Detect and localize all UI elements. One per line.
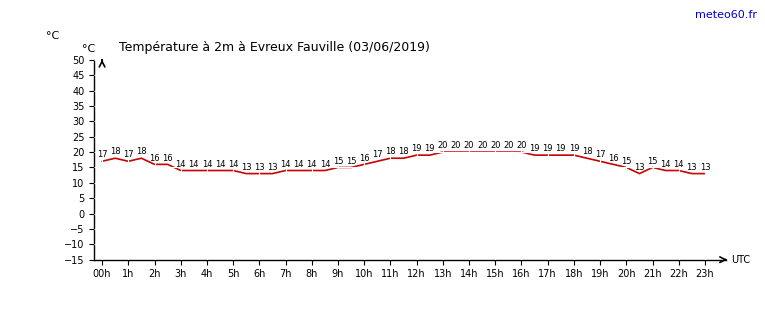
Text: 16: 16 (608, 154, 619, 163)
Text: Température à 2m à Evreux Fauville (03/06/2019): Température à 2m à Evreux Fauville (03/0… (119, 42, 431, 54)
Text: 20: 20 (464, 141, 474, 150)
Text: 14: 14 (175, 160, 186, 169)
Text: 19: 19 (425, 144, 435, 153)
Text: 20: 20 (477, 141, 487, 150)
Text: 15: 15 (647, 156, 658, 165)
Text: 16: 16 (359, 154, 369, 163)
Text: 14: 14 (202, 160, 212, 169)
Text: 18: 18 (136, 148, 147, 156)
Text: 14: 14 (660, 160, 671, 169)
Text: 13: 13 (700, 163, 710, 172)
Text: 14: 14 (188, 160, 199, 169)
Text: UTC: UTC (731, 255, 750, 265)
Text: 14: 14 (215, 160, 225, 169)
Text: 19: 19 (568, 144, 579, 153)
Text: meteo60.fr: meteo60.fr (695, 10, 757, 20)
Text: 17: 17 (372, 150, 382, 159)
Text: 18: 18 (385, 148, 396, 156)
Text: 15: 15 (346, 156, 356, 165)
Text: 15: 15 (333, 156, 343, 165)
Text: 20: 20 (503, 141, 513, 150)
Text: 14: 14 (228, 160, 239, 169)
Text: 19: 19 (529, 144, 540, 153)
Text: 17: 17 (595, 150, 605, 159)
Text: 14: 14 (673, 160, 684, 169)
Text: °C: °C (46, 31, 59, 41)
Text: 15: 15 (621, 156, 632, 165)
Text: 20: 20 (490, 141, 500, 150)
Text: 13: 13 (254, 163, 265, 172)
Text: 13: 13 (634, 163, 645, 172)
Text: 14: 14 (307, 160, 317, 169)
Text: 14: 14 (320, 160, 330, 169)
Text: 20: 20 (451, 141, 461, 150)
Text: 13: 13 (241, 163, 252, 172)
Text: 17: 17 (96, 150, 107, 159)
Text: 18: 18 (581, 148, 592, 156)
Text: 19: 19 (412, 144, 422, 153)
Text: 13: 13 (267, 163, 278, 172)
Text: 16: 16 (149, 154, 160, 163)
Text: 17: 17 (123, 150, 134, 159)
Text: 20: 20 (438, 141, 448, 150)
Text: 18: 18 (110, 148, 121, 156)
Text: 18: 18 (399, 148, 409, 156)
Text: °C: °C (83, 44, 96, 54)
Text: 16: 16 (162, 154, 173, 163)
Text: 20: 20 (516, 141, 527, 150)
Text: 13: 13 (686, 163, 697, 172)
Text: 19: 19 (555, 144, 566, 153)
Text: 19: 19 (542, 144, 553, 153)
Text: 14: 14 (294, 160, 304, 169)
Text: 14: 14 (280, 160, 291, 169)
